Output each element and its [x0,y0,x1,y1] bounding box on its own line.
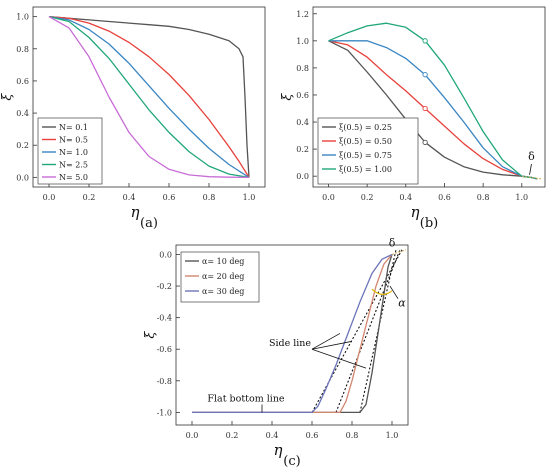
delta-guide [391,249,407,255]
x-tick-label: 1.0 [386,431,399,440]
y-tick-label: 0.0 [159,250,172,259]
legend-entry-label: ξ(0.5) = 0.75 [339,151,392,160]
y-tick-label: -0.8 [157,377,172,386]
legend-box [317,117,419,185]
x-tick-label: 0.2 [226,431,239,440]
legend-entry-label: N= 0.1 [59,123,88,132]
data-point-marker [422,72,428,78]
series-line-2 [192,253,393,414]
y-tick-label: -0.2 [157,282,172,291]
x-tick-label: 0.2 [83,193,96,202]
y-tick-label: 0.4 [296,118,309,127]
panel-label: (b) [420,216,438,231]
x-tick-label: 0.4 [399,193,412,202]
y-tick-label: -0.4 [157,314,172,323]
plot-frame [32,6,266,188]
x-tick-label: 1.0 [515,193,528,202]
panel-label: (c) [283,454,300,469]
x-tick-label: 0.6 [306,431,319,440]
side-line-dashed [311,249,403,413]
panel-label: (a) [140,216,158,231]
y-tick-label: 1.2 [296,10,309,19]
x-tick-label: 0.4 [266,431,279,440]
series-line-2 [48,15,250,178]
panel-c: 0.0 0.2 0.4 0.6 0.8 1.0 -1.0 -0.8 -0.6 -0.4 -0.2 0.… [143,237,409,469]
y-tick-label: 0.0 [296,172,309,181]
plot-frame [175,244,409,426]
flat-bottom-annotation: Flat bottom line [207,393,285,404]
y-axis-label: ξ [143,331,158,339]
y-tick-label: 1.0 [16,13,29,22]
x-tick-label: 0.6 [438,193,451,202]
side-line-annotation: Side line [269,338,311,349]
legend-entry-label: N= 2.5 [59,161,88,170]
y-tick-label: 1.0 [296,37,309,46]
x-tick-label: 0.6 [163,193,176,202]
y-axis-label: ξ [280,93,295,101]
legend-entry-label: N= 1.0 [59,148,88,157]
data-point-marker [422,38,428,44]
x-tick-label: 0.4 [123,193,136,202]
side-line-dashed [335,249,401,413]
y-tick-label: 0.8 [296,64,309,73]
x-axis-label: η [411,203,420,221]
legend-entry-label: ξ(0.5) = 0.50 [339,137,392,146]
series-line-0 [48,15,250,178]
y-tick-label: 0.0 [16,173,29,182]
legend-entry-label: ξ(0.5) = 0.25 [339,123,392,132]
alpha-pointer [389,285,399,299]
x-tick-label: 0.8 [203,193,216,202]
plot-frame [312,6,546,188]
legend-entry-label: α= 10 deg [202,257,244,266]
series-line-3 [48,15,250,179]
legend-entry-label: ξ(0.5) = 1.00 [339,165,392,174]
side-line-pointer [311,348,367,369]
legend-entry-label: α= 20 deg [202,272,244,281]
x-tick-label: 0.0 [186,431,199,440]
y-tick-label: -1.0 [157,408,172,417]
panel-a: 0.0 0.2 0.4 0.6 0.8 1.0 0.0 0.2 0.4 0.6 0.8 1.0 η ξ (a… [0,6,266,231]
x-tick-label: 0.8 [477,193,490,202]
legend-entry-label: α= 30 deg [202,287,244,296]
x-tick-label: 0.0 [43,193,56,202]
series-line-1 [48,15,250,178]
x-tick-label: 0.0 [322,193,335,202]
y-tick-label: 0.4 [16,109,29,118]
series-line-4 [48,16,250,179]
data-point-marker [422,139,428,145]
y-tick-label: -0.6 [157,345,172,354]
x-tick-label: 0.2 [361,193,374,202]
x-axis-label: η [274,441,283,459]
y-tick-label: 0.2 [16,141,29,150]
legend-entry-label: N= 0.5 [59,136,88,145]
legend-entry-label: N= 5.0 [59,173,88,182]
delta-annotation: δ [528,150,535,163]
y-tick-label: 0.6 [16,77,29,86]
delta-pointer [529,163,532,175]
delta-annotation: δ [389,237,396,250]
data-point-marker [422,105,428,112]
legend-box [37,117,103,185]
alpha-annotation: α [398,297,406,310]
side-line-pointer [311,340,353,350]
y-tick-label: 0.2 [296,145,309,154]
x-axis-label: η [131,203,140,221]
panel-b: 0.0 0.2 0.4 0.6 0.8 1.0 0.0 0.2 0.4 0.6 0.8 1.0 1.2 η… [280,6,546,231]
side-line-pointer [311,333,341,350]
y-tick-label: 0.6 [296,91,309,100]
y-axis-label: ξ [0,93,15,101]
x-tick-label: 0.8 [346,431,359,440]
alpha-arc [371,288,393,295]
x-tick-label: 1.0 [243,193,256,202]
y-tick-label: 0.8 [16,45,29,54]
